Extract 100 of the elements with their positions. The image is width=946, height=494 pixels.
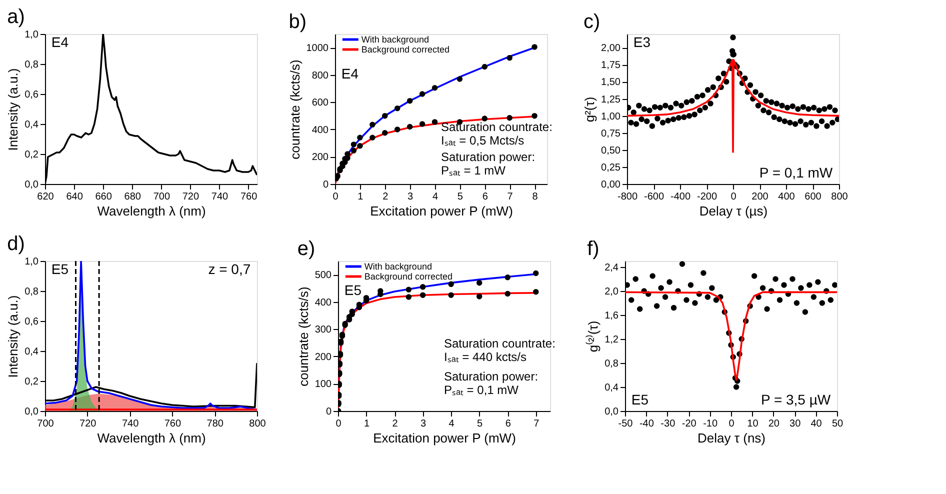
x-tick-label: -800 <box>617 192 638 202</box>
y-tick-label: 1,2 <box>604 334 619 346</box>
y-tick-label: 400 <box>312 124 329 136</box>
y-tick-label: 1,75 <box>601 60 621 72</box>
y-tick-label: 0,50 <box>601 145 621 156</box>
annotation: E5 <box>51 261 69 277</box>
y-tick-label: 1,0 <box>24 30 39 40</box>
x-tick-label: 780 <box>206 418 224 430</box>
annotation: Iₛₐₜ = 440 kcts/s <box>444 350 526 364</box>
x-tick-label: 50 <box>832 418 844 430</box>
y-tick-label: 500 <box>314 270 332 282</box>
legend-label: With background <box>364 262 432 272</box>
x-tick-label: 3 <box>408 192 414 202</box>
y-tick-label: 0,00 <box>601 180 621 190</box>
y-axis-title: countrate (kcts/s) <box>296 286 311 386</box>
y-tick-label: 0,8 <box>24 286 39 298</box>
x-tick-label: 4 <box>448 418 455 430</box>
x-tick-label: 720 <box>80 418 97 430</box>
x-tick-label: -40 <box>639 418 654 430</box>
annotation: Saturation power: <box>441 150 536 164</box>
y-tick-label: 0,8 <box>24 60 39 70</box>
y-tick-label: 200 <box>314 352 332 363</box>
x-tick-label: 1 <box>364 418 370 430</box>
x-tick-label: 5 <box>457 192 464 202</box>
y-tick-label: 0,0 <box>24 180 39 190</box>
x-tick-label: 800 <box>831 192 848 202</box>
x-tick-label: 800 <box>249 418 266 430</box>
x-tick-label: 700 <box>153 192 170 202</box>
annotation: P = 3,5 µW <box>760 392 832 408</box>
y-tick-label: 400 <box>314 297 332 308</box>
y-tick-label: 1000 <box>306 43 329 54</box>
y-axis-title: countrate (kcts/s) <box>287 60 302 160</box>
x-tick-label: 640 <box>66 192 84 202</box>
annotation: Saturation power: <box>444 370 538 384</box>
x-axis-title: Excitation power P (mW) <box>373 430 516 446</box>
y-tick-label: 0,75 <box>601 128 621 140</box>
x-tick-label: 740 <box>122 418 140 430</box>
y-tick-label: 0,6 <box>24 90 39 100</box>
x-tick-label: 10 <box>747 418 759 430</box>
x-tick-label: 760 <box>164 418 182 430</box>
legend-label: Background corrected <box>361 44 450 54</box>
y-axis-title: g²(τ) <box>582 96 598 122</box>
y-tick-label: 1,00 <box>601 111 621 122</box>
x-tick-label: 7 <box>534 418 540 430</box>
x-tick-label: -200 <box>696 192 718 202</box>
x-tick-label: 400 <box>778 192 796 202</box>
x-tick-label: -20 <box>682 418 697 430</box>
x-tick-label: 740 <box>211 192 229 202</box>
x-tick-label: 40 <box>810 418 822 430</box>
y-tick-label: 0,2 <box>24 150 39 160</box>
chart-title: e) <box>297 238 316 260</box>
y-tick-label: 600 <box>312 98 329 109</box>
x-tick-label: 6 <box>482 192 488 202</box>
annotation: E4 <box>51 34 69 50</box>
chart-title: f) <box>587 238 600 260</box>
x-tick-label: 6 <box>505 418 512 430</box>
x-tick-label: 3 <box>420 418 427 430</box>
annotation: Saturation countrate: <box>444 336 556 350</box>
y-tick-label: 1,0 <box>24 256 39 268</box>
x-tick-label: 1 <box>358 192 364 202</box>
x-tick-label: 200 <box>752 192 769 202</box>
y-tick-label: 1,50 <box>601 77 621 88</box>
y-tick-label: 100 <box>314 379 332 390</box>
x-tick-label: -10 <box>703 418 718 430</box>
y-tick-label: 300 <box>314 324 332 336</box>
y-axis-title: g⁽²⁾(τ) <box>586 320 601 352</box>
annotation: Iₛₐₜ = 0,5 Mcts/s <box>441 134 524 148</box>
x-tick-label: 600 <box>804 192 822 202</box>
x-tick-label: 700 <box>37 418 54 430</box>
annotation: z = 0,7 <box>208 261 251 277</box>
annotation: E3 <box>633 34 651 50</box>
x-tick-label: -50 <box>618 418 634 430</box>
y-tick-label: 1,6 <box>604 310 619 322</box>
x-tick-label: 680 <box>124 192 142 202</box>
y-axis-title: Intensity (a.u.) <box>6 295 21 378</box>
y-tick-label: 0,6 <box>24 316 39 328</box>
x-tick-label: 0 <box>728 418 735 430</box>
y-tick-label: 2,00 <box>601 43 621 54</box>
annotation: Saturation countrate: <box>441 120 552 134</box>
y-tick-label: 0,0 <box>604 406 619 418</box>
y-tick-label: 0,2 <box>24 376 39 388</box>
x-tick-label: 0 <box>336 418 342 430</box>
x-tick-label: -400 <box>670 192 691 202</box>
x-tick-label: 8 <box>532 192 538 202</box>
y-tick-label: 0 <box>322 180 329 190</box>
x-tick-label: 0 <box>730 192 737 202</box>
annotation: E5 <box>344 282 362 298</box>
x-tick-label: -30 <box>660 418 676 430</box>
chart-title: a) <box>7 6 25 28</box>
x-axis-title: Excitation power P (mW) <box>370 204 513 218</box>
annotation: E4 <box>341 66 359 82</box>
x-tick-label: 720 <box>182 192 200 202</box>
y-tick-label: 800 <box>312 70 329 82</box>
x-tick-label: 2 <box>382 192 389 202</box>
x-tick-label: 30 <box>790 418 802 430</box>
y-tick-label: 200 <box>312 152 329 164</box>
x-tick-label: 5 <box>477 418 484 430</box>
chart-title: c) <box>584 11 600 33</box>
legend-label: With background <box>361 34 429 44</box>
legend-label: Background corrected <box>364 272 452 282</box>
